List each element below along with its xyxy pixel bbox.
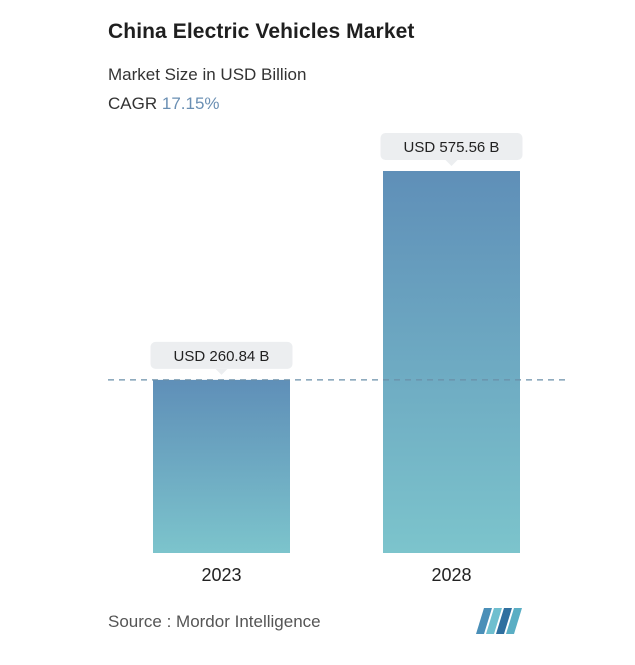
x-tick-labels-layer: 2023 2028 <box>201 565 471 585</box>
data-labels-layer: USD 260.84 B USD 575.56 B <box>150 133 523 375</box>
bar-2028 <box>383 171 520 553</box>
mordor-intelligence-logo <box>476 608 522 634</box>
cagr-label: CAGR <box>108 94 158 113</box>
data-label-box <box>380 133 523 160</box>
x-tick-label-2028: 2028 <box>431 565 471 585</box>
data-label-callout: USD 575.56 B <box>380 133 523 166</box>
data-label-pointer <box>445 160 458 166</box>
data-label-callout: USD 260.84 B <box>150 341 293 375</box>
data-label-box <box>150 341 293 369</box>
cagr-line: CAGR 17.15% <box>108 94 220 114</box>
data-label-text: USD 260.84 B <box>174 348 270 365</box>
x-tick-label-2023: 2023 <box>201 565 241 585</box>
chart-subtitle: Market Size in USD Billion <box>108 65 307 84</box>
bar-2023 <box>153 379 290 553</box>
bars-layer <box>153 171 520 553</box>
cagr-value: 17.15% <box>161 94 220 113</box>
source-text: Source : Mordor Intelligence <box>108 612 321 631</box>
chart-title: China Electric Vehicles Market <box>108 20 415 43</box>
data-label-text: USD 575.56 B <box>404 139 500 156</box>
data-label-pointer <box>215 368 228 375</box>
